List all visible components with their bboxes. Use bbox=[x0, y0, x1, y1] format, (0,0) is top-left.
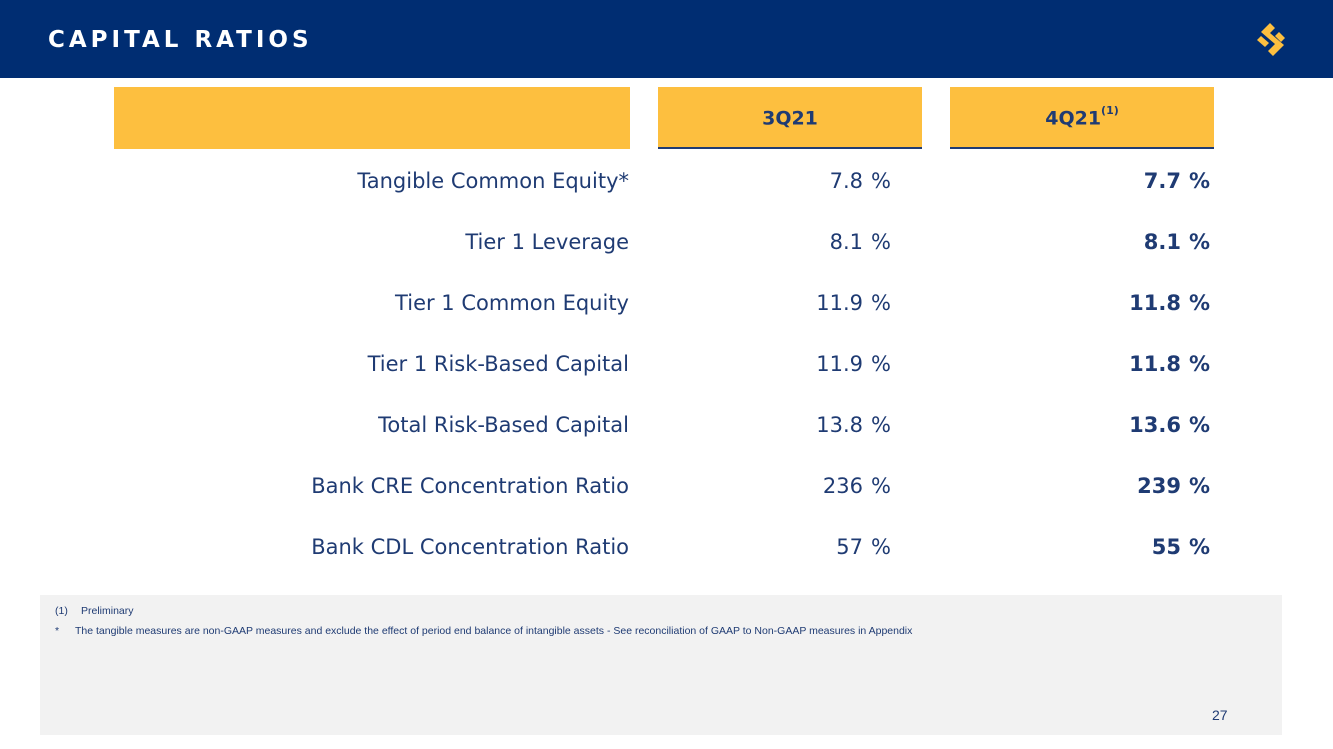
column-header-3q21: 3Q21 bbox=[658, 87, 922, 149]
value-3q21: 7.8% bbox=[829, 169, 891, 193]
value-4q21: 55% bbox=[1151, 535, 1211, 559]
column-header-label: 3Q21 bbox=[762, 107, 818, 130]
table-row: Total Risk-Based Capital 13.8% 13.6% bbox=[0, 413, 1333, 453]
footnote-box: (1) Preliminary * The tangible measures ar… bbox=[40, 595, 1282, 735]
value-4q21: 11.8% bbox=[1129, 291, 1211, 315]
page-number: 27 bbox=[1212, 707, 1228, 723]
row-label: Bank CDL Concentration Ratio bbox=[311, 535, 629, 559]
footnote-tangible: * The tangible measures are non-GAAP meas… bbox=[55, 625, 913, 637]
row-label: Total Risk-Based Capital bbox=[378, 413, 629, 437]
column-header-sup: (1) bbox=[1101, 104, 1119, 117]
value-3q21: 11.9% bbox=[816, 291, 891, 315]
row-label: Tier 1 Common Equity bbox=[395, 291, 629, 315]
value-3q21: 8.1% bbox=[829, 230, 891, 254]
value-3q21: 57% bbox=[836, 535, 891, 559]
header-bar: CAPITAL RATIOS bbox=[0, 0, 1333, 78]
value-3q21: 236% bbox=[822, 474, 891, 498]
table-row: Bank CDL Concentration Ratio 57% 55% bbox=[0, 535, 1333, 575]
value-4q21: 11.8% bbox=[1129, 352, 1211, 376]
value-4q21: 8.1% bbox=[1143, 230, 1211, 254]
row-label: Tier 1 Leverage bbox=[465, 230, 629, 254]
column-header-label: 4Q21 bbox=[1045, 107, 1102, 130]
table-row: Tier 1 Common Equity 11.9% 11.8% bbox=[0, 291, 1333, 331]
table-row: Tier 1 Leverage 8.1% 8.1% bbox=[0, 230, 1333, 270]
value-4q21: 13.6% bbox=[1129, 413, 1211, 437]
table-row: Tier 1 Risk-Based Capital 11.9% 11.8% bbox=[0, 352, 1333, 392]
table-row: Bank CRE Concentration Ratio 236% 239% bbox=[0, 474, 1333, 514]
column-header-4q21: 4Q21(1) bbox=[950, 87, 1214, 149]
footnote-preliminary: (1) Preliminary bbox=[55, 605, 134, 617]
value-3q21: 13.8% bbox=[816, 413, 891, 437]
row-label: Tangible Common Equity* bbox=[357, 169, 629, 193]
value-4q21: 239% bbox=[1137, 474, 1211, 498]
row-label: Tier 1 Risk-Based Capital bbox=[367, 352, 629, 376]
page-title: CAPITAL RATIOS bbox=[48, 27, 313, 53]
value-4q21: 7.7% bbox=[1143, 169, 1211, 193]
table-header-label-cell bbox=[114, 87, 630, 149]
value-3q21: 11.9% bbox=[816, 352, 891, 376]
table-row: Tangible Common Equity* 7.8% 7.7% bbox=[0, 169, 1333, 209]
stellar-s-logo-icon bbox=[1257, 23, 1285, 56]
row-label: Bank CRE Concentration Ratio bbox=[311, 474, 629, 498]
